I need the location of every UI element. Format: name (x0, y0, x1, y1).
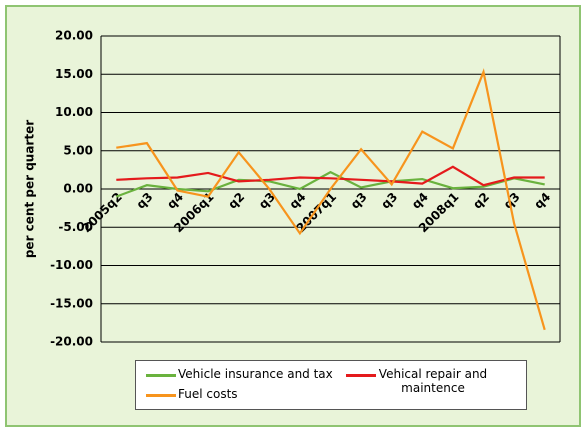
y-axis-label: per cent per quarter (23, 120, 37, 258)
legend-label: Fuel costs (178, 387, 238, 401)
series-line (115, 170, 545, 198)
legend: Vehicle insurance and tax Vehical repair … (135, 360, 527, 410)
legend-swatch (146, 374, 176, 377)
series-line (116, 68, 546, 331)
y-tick-label: -15.00 (50, 296, 93, 310)
y-tick-label: 20.00 (55, 29, 93, 43)
legend-label: Vehical repair and maintence (378, 367, 488, 395)
legend-swatch (346, 374, 376, 377)
y-tick-label: -20.00 (50, 335, 93, 349)
y-tick-label: 0.00 (63, 182, 93, 196)
y-tick-label: -10.00 (50, 258, 93, 272)
series-line (116, 165, 545, 187)
legend-label: Vehicle insurance and tax (178, 367, 333, 381)
y-tick-label: -5.00 (58, 220, 93, 234)
legend-swatch (146, 394, 176, 397)
y-tick-label: 15.00 (55, 67, 93, 81)
y-tick-label: 10.00 (55, 105, 93, 119)
y-tick-label: 5.00 (63, 143, 93, 157)
legend-item: Fuel costs (146, 387, 336, 401)
legend-item: Vehical repair and maintence (346, 367, 496, 395)
legend-item: Vehicle insurance and tax (146, 367, 336, 381)
